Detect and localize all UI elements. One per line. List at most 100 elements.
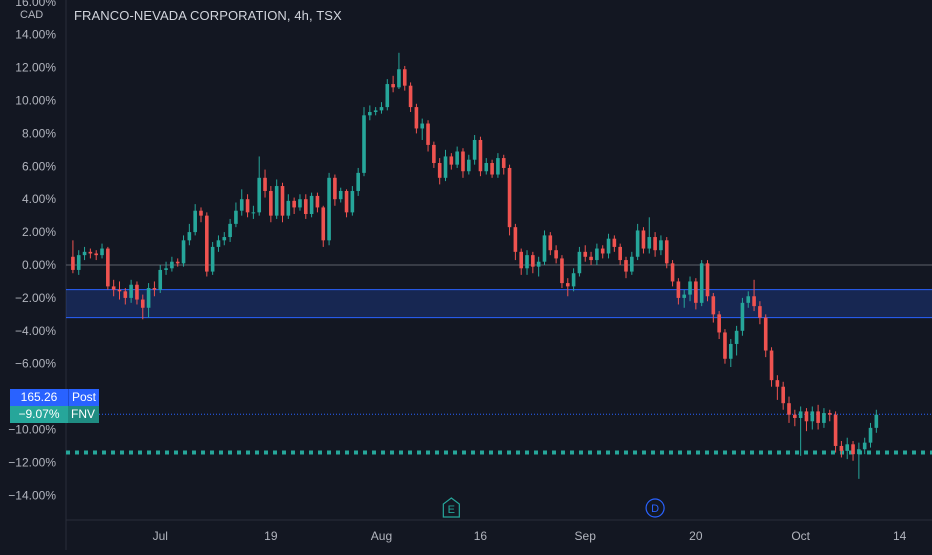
candle-body [583, 251, 588, 257]
y-tick-label: −12.00% [8, 455, 56, 469]
last-price-value: 165.26 [10, 389, 68, 406]
candle [333, 174, 337, 206]
candle [589, 251, 593, 265]
candle [630, 251, 634, 275]
candle [449, 153, 454, 170]
candle-body [106, 248, 110, 287]
candle-body [111, 286, 116, 290]
candle [71, 240, 75, 274]
candle-body [449, 156, 454, 165]
dividend-label: D [651, 503, 659, 515]
candle [525, 250, 529, 275]
candle [740, 297, 745, 336]
candle [414, 103, 419, 134]
candle [292, 197, 296, 215]
candle-body [740, 302, 745, 331]
candle [565, 278, 570, 297]
candle-body [379, 107, 384, 111]
candle-body [525, 255, 529, 269]
candle [682, 289, 687, 308]
candle-body [216, 240, 221, 247]
candle [548, 232, 553, 256]
candle-body [333, 177, 337, 200]
candle-body [397, 69, 401, 88]
candle [606, 233, 611, 259]
candle-body [251, 212, 256, 214]
candle-body [338, 190, 343, 200]
candle-body [554, 250, 558, 259]
candle [303, 194, 308, 219]
candle-body [624, 260, 628, 272]
candle [746, 291, 751, 308]
candle-body [723, 332, 727, 359]
candle-body [420, 123, 425, 129]
candle [129, 279, 133, 303]
dividend-shape [645, 498, 665, 518]
candle-body [775, 380, 780, 387]
candle-body [670, 263, 675, 282]
candle-body [234, 210, 238, 224]
candle [117, 281, 122, 300]
candle [874, 409, 879, 433]
candle [752, 279, 756, 312]
candle-body [123, 291, 128, 298]
candle-body [117, 289, 122, 292]
candle [269, 186, 273, 223]
change-value: −9.07% [10, 406, 68, 423]
candle [432, 141, 436, 168]
y-tick-label: 16.00% [15, 0, 56, 9]
x-tick-label: Oct [791, 529, 810, 543]
candle [554, 245, 558, 264]
candle [210, 241, 215, 275]
candle [723, 329, 727, 364]
candle [234, 202, 238, 228]
candle [816, 404, 820, 430]
candle-body [298, 199, 302, 208]
candle-body [833, 414, 838, 446]
candle-body [653, 237, 657, 251]
candle-body [222, 237, 227, 241]
candle-body [694, 281, 698, 303]
candle [368, 105, 372, 121]
candle-body [187, 232, 192, 241]
candle [478, 136, 483, 177]
candle [758, 301, 762, 325]
candle [635, 223, 640, 261]
candle-body [478, 139, 483, 172]
candle-body [664, 240, 669, 264]
y-axis: 16.00% 14.00% 12.00% 10.00% 8.00% 6.00% 4.00% 2… [8, 0, 56, 502]
candle [455, 146, 459, 168]
candle-body [769, 350, 774, 381]
candle-body [781, 386, 785, 404]
x-tick-label: 14 [893, 529, 907, 543]
candle [827, 409, 832, 422]
candle [775, 375, 780, 400]
x-tick-label: Jul [153, 529, 168, 543]
candle [362, 107, 366, 177]
candle [857, 442, 861, 479]
y-tick-label: 8.00% [22, 126, 56, 140]
candle-body [717, 314, 721, 333]
candle-body [432, 144, 436, 164]
candle [426, 120, 430, 152]
candle [798, 406, 803, 456]
candle [694, 278, 698, 310]
candle [420, 118, 425, 140]
candle [140, 294, 145, 320]
candle-body [752, 296, 756, 307]
candle [705, 260, 710, 302]
candle-body [501, 158, 506, 168]
candle [123, 288, 128, 305]
candle-body [437, 163, 442, 178]
earnings-label: E [448, 504, 455, 516]
candle-body [705, 263, 710, 297]
y-tick-label: 6.00% [22, 159, 56, 173]
candle [781, 381, 785, 410]
candle-body [362, 115, 366, 173]
candle-body [239, 199, 244, 211]
y-tick-label: 12.00% [15, 61, 56, 75]
candle [181, 235, 186, 267]
candle-body [798, 411, 803, 418]
